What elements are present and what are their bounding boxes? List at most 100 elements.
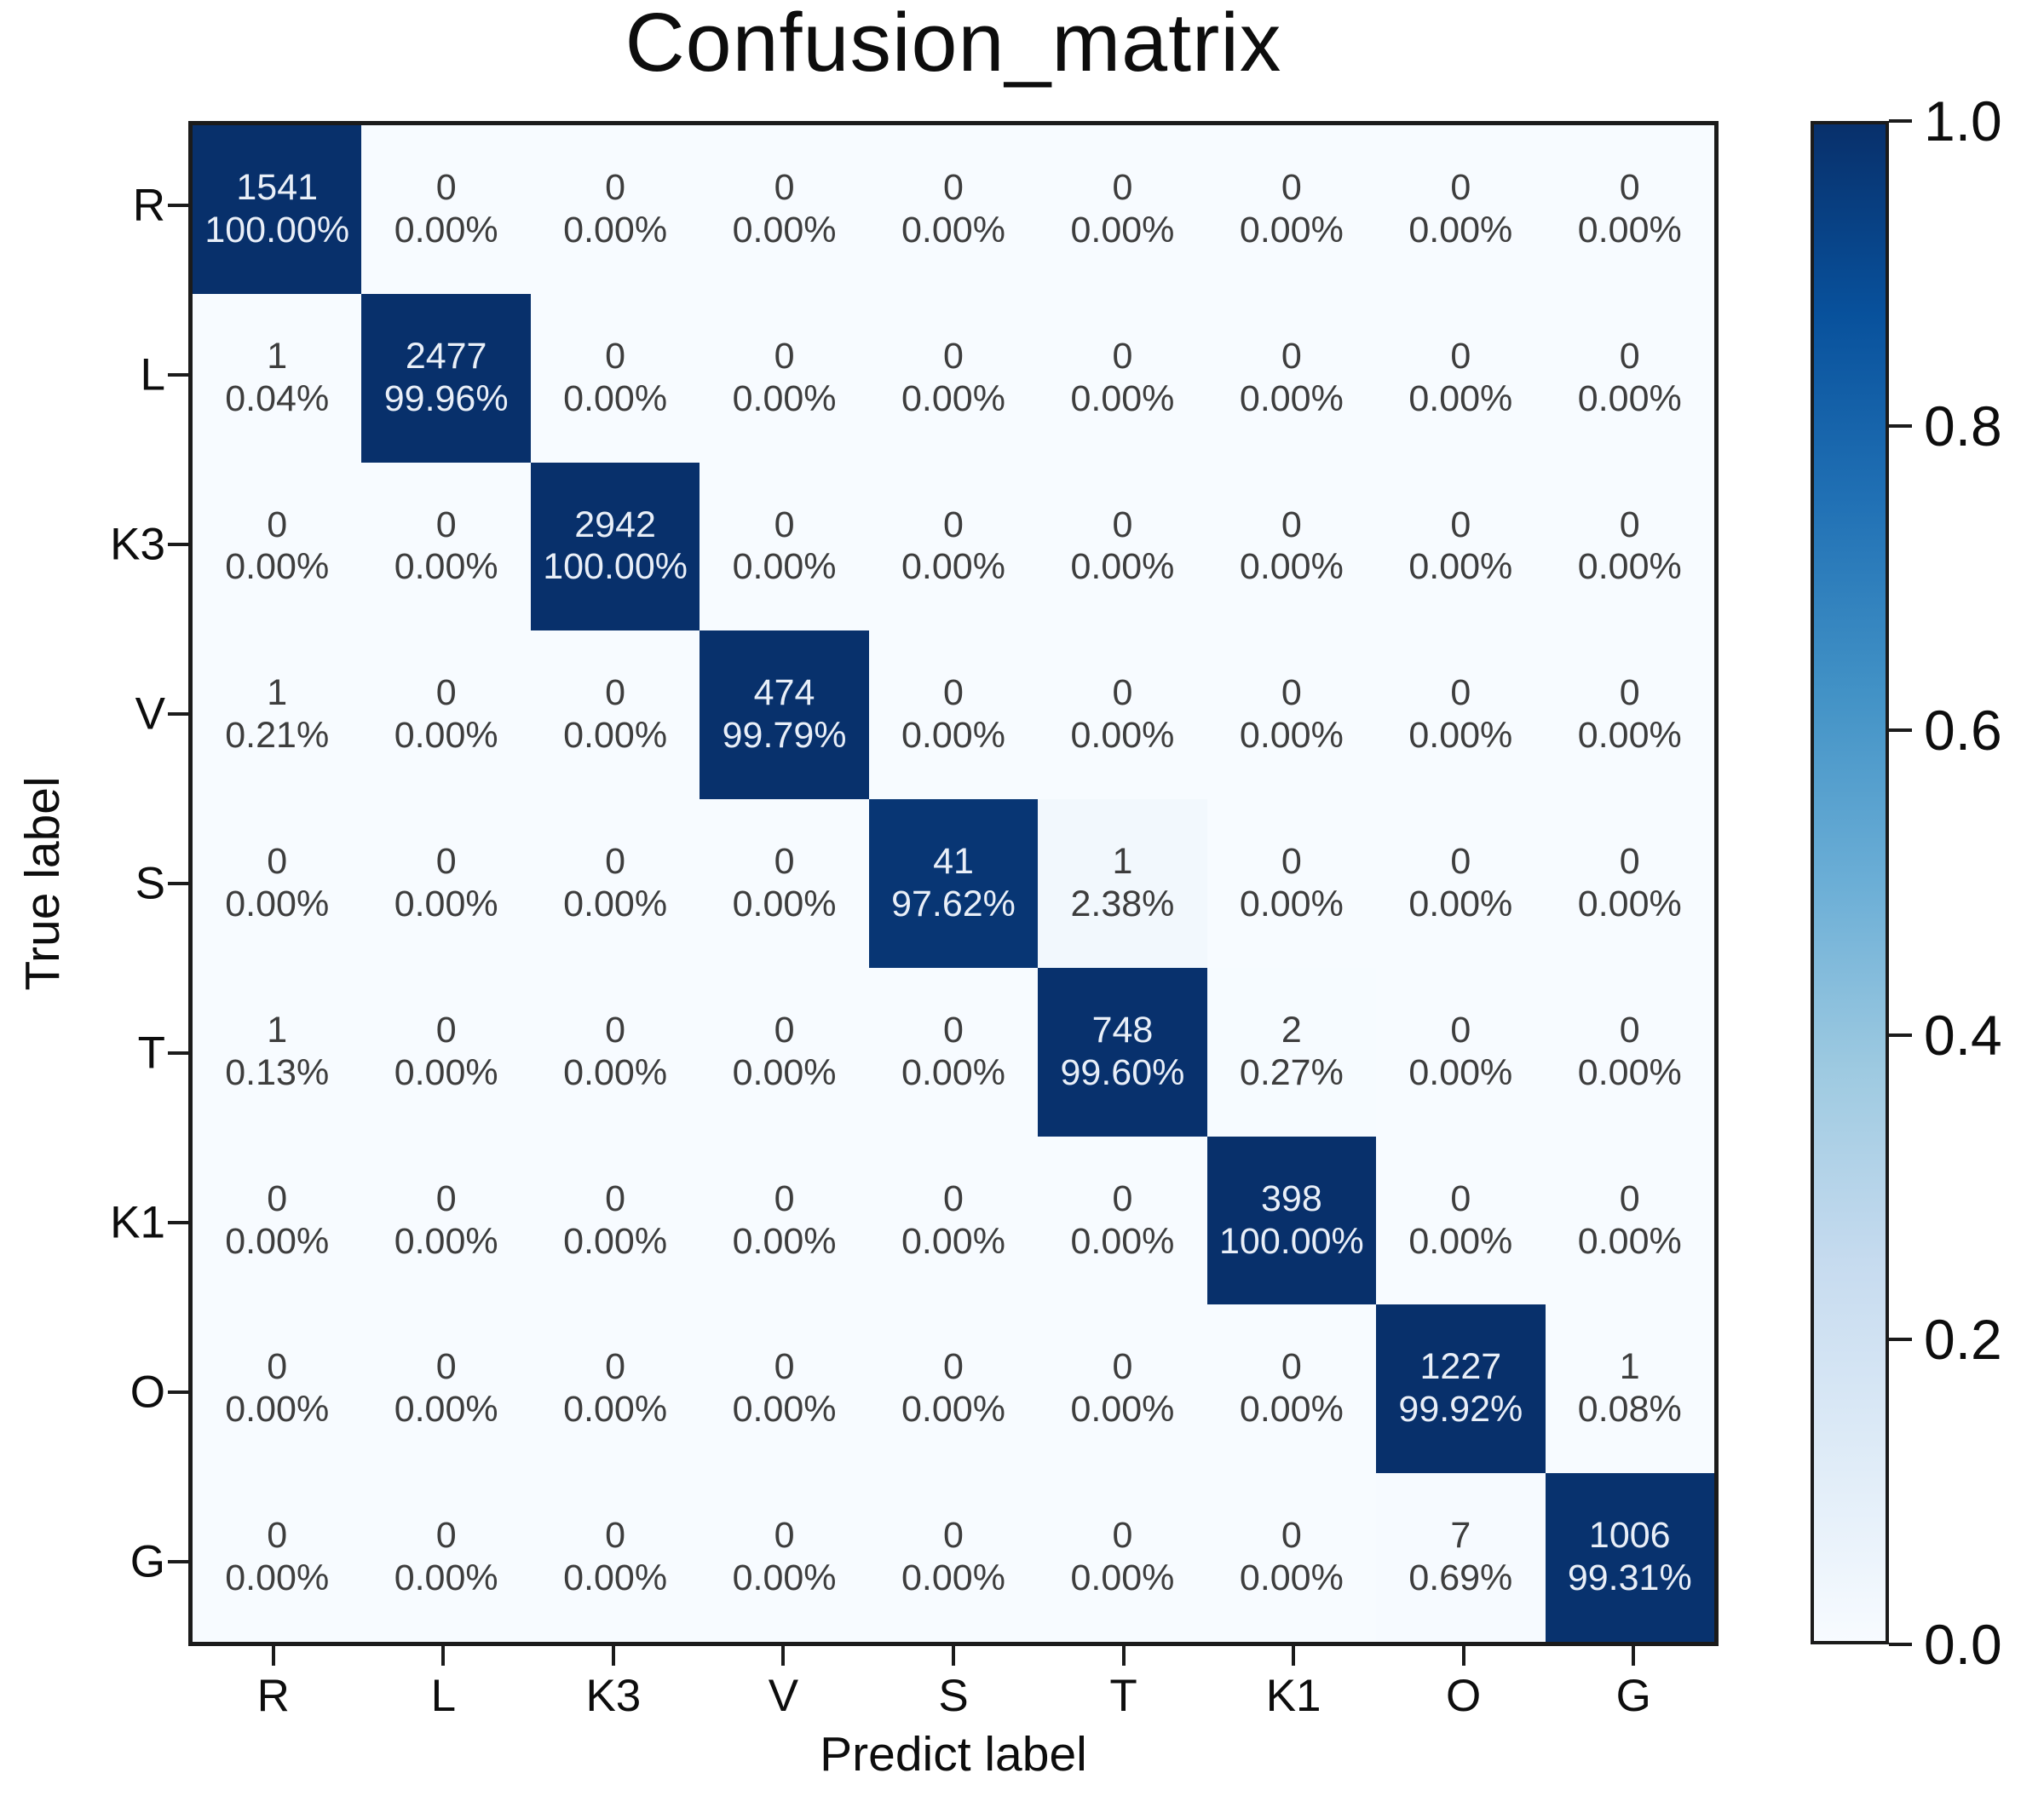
x-tick-label: T: [1109, 1671, 1137, 1721]
heatmap-cell: 0 0.00%: [361, 1304, 531, 1474]
axis-tick: [1889, 1033, 1912, 1037]
cell-count: 0: [605, 841, 626, 883]
axis-tick: [168, 1051, 188, 1055]
heatmap-cell: 0 0.00%: [1038, 1136, 1207, 1305]
cell-percent: 0.00%: [901, 377, 1005, 419]
heatmap-cell: 0 0.00%: [530, 125, 700, 294]
heatmap-cell: 0 0.00%: [1038, 1473, 1207, 1642]
cell-count: 0: [605, 1515, 626, 1557]
cell-count: 0: [605, 672, 626, 714]
cell-percent: 0.00%: [901, 209, 1005, 250]
cell-count: 0: [1281, 1346, 1302, 1388]
cell-percent: 99.79%: [722, 715, 847, 757]
cell-count: 0: [943, 167, 964, 208]
cell-count: 41: [933, 841, 974, 883]
cell-percent: 100.00%: [1219, 1220, 1364, 1262]
heatmap-cell: 0 0.00%: [530, 630, 700, 800]
cell-percent: 0.00%: [732, 1220, 837, 1262]
cell-count: 1: [267, 335, 288, 377]
y-tick-label: K1: [110, 1197, 165, 1248]
cell-percent: 0.00%: [394, 546, 498, 588]
cell-percent: 0.00%: [732, 377, 837, 419]
cell-percent: 0.00%: [394, 1051, 498, 1093]
cell-percent: 0.00%: [394, 1389, 498, 1431]
cell-count: 0: [1112, 1177, 1133, 1219]
cell-count: 1: [267, 672, 288, 714]
y-tick-label: V: [135, 688, 165, 740]
cell-count: 0: [1112, 1515, 1133, 1557]
cell-percent: 0.00%: [1070, 377, 1175, 419]
cell-count: 1227: [1419, 1346, 1502, 1388]
cell-count: 1541: [236, 167, 319, 208]
heatmap-cell: 0 0.00%: [361, 125, 531, 294]
colorbar-tick-label: 1.0: [1924, 89, 2002, 153]
heatmap-cell: 0 0.00%: [361, 1136, 531, 1305]
heatmap-cell: 0 0.00%: [361, 630, 531, 800]
cell-percent: 97.62%: [891, 883, 1016, 924]
axis-tick: [168, 1390, 188, 1394]
heatmap-cell: 1 0.08%: [1545, 1304, 1714, 1474]
cell-percent: 0.00%: [1408, 209, 1513, 250]
heatmap-cell: 0 0.00%: [1545, 799, 1714, 968]
heatmap-cell: 1541 100.00%: [193, 125, 362, 294]
heatmap-grid: 1541 100.00% 0 0.00% 0 0.00% 0 0.00% 0 0.00% 0 0.00…: [188, 121, 1719, 1646]
cell-count: 1006: [1588, 1515, 1671, 1557]
cell-percent: 0.04%: [225, 377, 330, 419]
cell-count: 1: [267, 1009, 288, 1051]
cell-percent: 0.00%: [901, 715, 1005, 757]
heatmap-cell: 2942 100.00%: [530, 462, 700, 631]
cell-count: 0: [1450, 167, 1471, 208]
heatmap-cell: 41 97.62%: [868, 799, 1039, 968]
axis-tick: [168, 543, 188, 547]
cell-count: 0: [1281, 1515, 1302, 1557]
cell-percent: 0.00%: [1577, 546, 1682, 588]
x-tick-label: O: [1446, 1671, 1482, 1721]
heatmap-cell: 2477 99.96%: [361, 293, 531, 463]
cell-count: 0: [943, 335, 964, 377]
axis-tick: [952, 1646, 955, 1666]
cell-percent: 0.00%: [1239, 1557, 1344, 1599]
heatmap-cell: 0 0.00%: [530, 293, 700, 463]
cell-count: 398: [1261, 1177, 1322, 1219]
colorbar-tick-label: 0.6: [1924, 699, 2002, 763]
cell-count: 7: [1450, 1515, 1471, 1557]
heatmap-cell: 0 0.00%: [1206, 1473, 1377, 1642]
heatmap-cell: 0 0.00%: [361, 1473, 531, 1642]
cell-percent: 0.13%: [225, 1051, 330, 1093]
cell-count: 0: [1450, 1177, 1471, 1219]
cell-count: 0: [435, 1177, 457, 1219]
axis-tick: [168, 204, 188, 208]
cell-count: 0: [1112, 504, 1133, 545]
cell-count: 0: [774, 841, 795, 883]
y-tick-label: K3: [110, 519, 165, 570]
cell-count: 0: [267, 1346, 288, 1388]
heatmap-cell: 0 0.00%: [193, 799, 362, 968]
heatmap-cell: 1 2.38%: [1038, 799, 1207, 968]
cell-percent: 0.00%: [1408, 546, 1513, 588]
heatmap-cell: 0 0.00%: [700, 125, 869, 294]
cell-percent: 0.00%: [1577, 883, 1682, 924]
y-tick-label: T: [137, 1028, 165, 1079]
axis-tick: [271, 1646, 275, 1666]
cell-count: 1: [1112, 841, 1133, 883]
cell-count: 0: [1281, 841, 1302, 883]
heatmap-cell: 0 0.00%: [1376, 967, 1546, 1137]
cell-percent: 0.00%: [732, 883, 837, 924]
x-tick-label: L: [430, 1671, 457, 1721]
heatmap-cell: 0 0.00%: [1545, 1136, 1714, 1305]
heatmap-cell: 0 0.00%: [193, 1473, 362, 1642]
cell-percent: 99.96%: [383, 377, 509, 419]
heatmap-cell: 0 0.00%: [700, 1473, 869, 1642]
cell-percent: 0.00%: [1408, 1051, 1513, 1093]
heatmap-cell: 2 0.27%: [1206, 967, 1377, 1137]
heatmap-cell: 0 0.00%: [1206, 1304, 1377, 1474]
cell-count: 0: [435, 1009, 457, 1051]
cell-percent: 0.00%: [394, 715, 498, 757]
heatmap-cell: 0 0.00%: [361, 462, 531, 631]
axis-tick: [1889, 423, 1912, 428]
heatmap-cell: 0 0.00%: [1038, 1304, 1207, 1474]
heatmap-cell: 0 0.00%: [1545, 293, 1714, 463]
heatmap-cell: 1227 99.92%: [1376, 1304, 1546, 1474]
cell-count: 0: [943, 1009, 964, 1051]
cell-percent: 0.00%: [1577, 1051, 1682, 1093]
